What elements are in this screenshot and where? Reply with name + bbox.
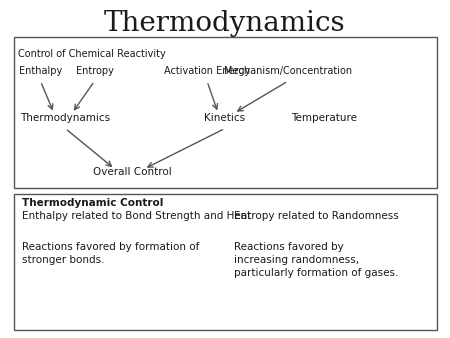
Bar: [14, 194, 436, 330]
Bar: [14, 37, 436, 188]
Text: Thermodynamics: Thermodynamics: [104, 10, 346, 37]
Text: Temperature: Temperature: [291, 113, 357, 123]
Text: Kinetics: Kinetics: [204, 113, 246, 123]
Text: Activation Energy: Activation Energy: [164, 66, 250, 76]
Text: Reactions favored by
increasing randomness,
particularly formation of gases.: Reactions favored by increasing randomne…: [234, 242, 398, 278]
Text: Enthalpy related to Bond Strength and Heat: Enthalpy related to Bond Strength and He…: [22, 211, 252, 221]
Text: Mechanism/Concentration: Mechanism/Concentration: [224, 66, 352, 76]
Text: Thermodynamic Control: Thermodynamic Control: [22, 198, 164, 208]
Text: Thermodynamics: Thermodynamics: [20, 113, 110, 123]
Text: Overall Control: Overall Control: [94, 167, 172, 177]
Text: Entropy related to Randomness: Entropy related to Randomness: [234, 211, 399, 221]
Text: Enthalpy: Enthalpy: [19, 66, 62, 76]
Text: Reactions favored by formation of
stronger bonds.: Reactions favored by formation of strong…: [22, 242, 200, 265]
Text: Control of Chemical Reactivity: Control of Chemical Reactivity: [18, 49, 166, 59]
Text: Entropy: Entropy: [76, 66, 113, 76]
